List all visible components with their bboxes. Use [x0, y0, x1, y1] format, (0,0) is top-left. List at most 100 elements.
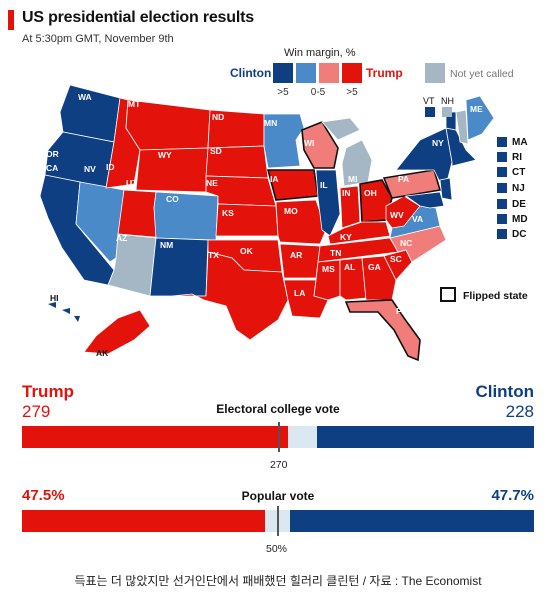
legend-swatch-clinton-strong: [273, 63, 293, 83]
page-subtitle: At 5:30pm GMT, November 9th: [22, 33, 174, 45]
trump-popular-pct: 47.5%: [22, 487, 65, 504]
clinton-name: Clinton: [475, 382, 534, 401]
state-IN[interactable]: [339, 185, 361, 229]
svg-text:IA: IA: [270, 174, 279, 184]
legend-bin-gt5-right: >5: [346, 87, 358, 98]
svg-text:IN: IN: [342, 188, 351, 198]
popular-title: Popular vote: [241, 489, 315, 503]
popular-bar-clinton: [289, 510, 534, 532]
svg-text:KS: KS: [222, 208, 234, 218]
svg-text:SC: SC: [390, 254, 402, 264]
state-AL[interactable]: [339, 257, 367, 301]
state-AK[interactable]: [83, 309, 151, 355]
square-MD: [497, 214, 507, 224]
svg-text:LA: LA: [294, 288, 305, 298]
state-NV[interactable]: [75, 181, 125, 263]
label-MA: MA: [512, 137, 528, 148]
svg-text:NM: NM: [160, 240, 173, 250]
svg-text:WI: WI: [304, 138, 314, 148]
state-MD[interactable]: [404, 191, 445, 209]
svg-text:CO: CO: [166, 194, 179, 204]
caption: 득표는 더 많았지만 선거인단에서 패배했던 힐러리 클린턴 / 자료 : Th…: [74, 574, 482, 588]
clinton-popular-pct: 47.7%: [491, 487, 534, 504]
svg-text:NY: NY: [432, 138, 444, 148]
state-NH[interactable]: [455, 109, 469, 145]
svg-text:IL: IL: [320, 180, 328, 190]
svg-text:MO: MO: [284, 206, 298, 216]
trump-ev-count: 279: [22, 402, 51, 421]
flipped-state-label: Flipped state: [463, 290, 528, 302]
svg-text:NE: NE: [206, 178, 218, 188]
nh-label: NH: [441, 96, 454, 106]
svg-text:TX: TX: [208, 250, 219, 260]
svg-text:UT: UT: [126, 178, 138, 188]
square-CT: [497, 167, 507, 177]
popular-midpoint-marker: [277, 506, 279, 536]
svg-text:KY: KY: [340, 232, 352, 242]
state-NY[interactable]: [395, 127, 453, 183]
state-MO[interactable]: [275, 199, 327, 245]
svg-text:AL: AL: [344, 262, 355, 272]
popular-midpoint-label: 50%: [266, 543, 288, 555]
ev-title: Electoral college vote: [216, 402, 340, 416]
svg-text:WA: WA: [78, 92, 92, 102]
legend-title: Win margin, %: [284, 47, 356, 59]
ev-bar-clinton: [317, 426, 534, 448]
accent-bar: [8, 10, 14, 30]
svg-text:WY: WY: [158, 150, 172, 160]
state-HI[interactable]: [48, 302, 80, 322]
nh-square: [442, 107, 452, 117]
trump-name: Trump: [22, 382, 74, 401]
svg-text:PA: PA: [398, 174, 409, 184]
clinton-ev-count: 228: [505, 402, 534, 421]
legend-not-called-label: Not yet called: [450, 68, 514, 80]
state-WY[interactable]: [135, 147, 209, 193]
label-NJ: NJ: [512, 183, 525, 194]
svg-text:ND: ND: [212, 112, 224, 122]
svg-text:MS: MS: [322, 264, 335, 274]
state-MN[interactable]: [263, 113, 305, 169]
svg-text:HI: HI: [50, 293, 59, 303]
state-PA[interactable]: [382, 169, 442, 199]
legend-swatch-trump-lean: [319, 63, 339, 83]
state-ME[interactable]: [465, 95, 495, 141]
svg-text:SD: SD: [210, 146, 222, 156]
state-TX[interactable]: [171, 251, 289, 341]
square-DC: [497, 229, 507, 239]
svg-text:MN: MN: [264, 118, 277, 128]
square-RI: [497, 152, 507, 162]
state-GA[interactable]: [361, 255, 397, 301]
legend-swatch-not-called: [425, 63, 445, 83]
vt-square: [425, 107, 435, 117]
square-DE: [497, 199, 507, 209]
svg-text:VA: VA: [412, 214, 423, 224]
square-MA: [497, 137, 507, 147]
svg-text:CA: CA: [46, 163, 58, 173]
svg-text:GA: GA: [368, 262, 381, 272]
svg-text:ID: ID: [106, 162, 115, 172]
svg-text:MI: MI: [348, 174, 357, 184]
state-FL[interactable]: [344, 299, 421, 362]
state-CO[interactable]: [153, 191, 219, 241]
popular-bar-trump: [22, 510, 266, 532]
label-CT: CT: [512, 167, 526, 178]
svg-text:ME: ME: [470, 104, 483, 114]
state-NM[interactable]: [149, 237, 209, 297]
label-MD: MD: [512, 214, 528, 225]
svg-text:FL: FL: [396, 306, 406, 316]
legend-swatch-trump-strong: [342, 63, 362, 83]
ev-bar-trump: [22, 426, 288, 448]
svg-text:WV: WV: [390, 210, 404, 220]
ev-threshold-label: 270: [269, 459, 288, 471]
legend-bin-gt5-left: >5: [277, 87, 289, 98]
flipped-state-swatch: [440, 287, 456, 302]
svg-text:OK: OK: [240, 246, 254, 256]
us-map: WA OR CA NV ID MT WY UT AZ CO NM ND SD N…: [39, 84, 495, 362]
svg-text:NC: NC: [400, 238, 412, 248]
state-NJ[interactable]: [439, 177, 453, 201]
legend-trump-label: Trump: [366, 66, 403, 80]
svg-text:OH: OH: [364, 188, 377, 198]
state-KY[interactable]: [327, 221, 391, 245]
svg-text:TN: TN: [330, 248, 341, 258]
svg-text:AK: AK: [96, 348, 109, 358]
